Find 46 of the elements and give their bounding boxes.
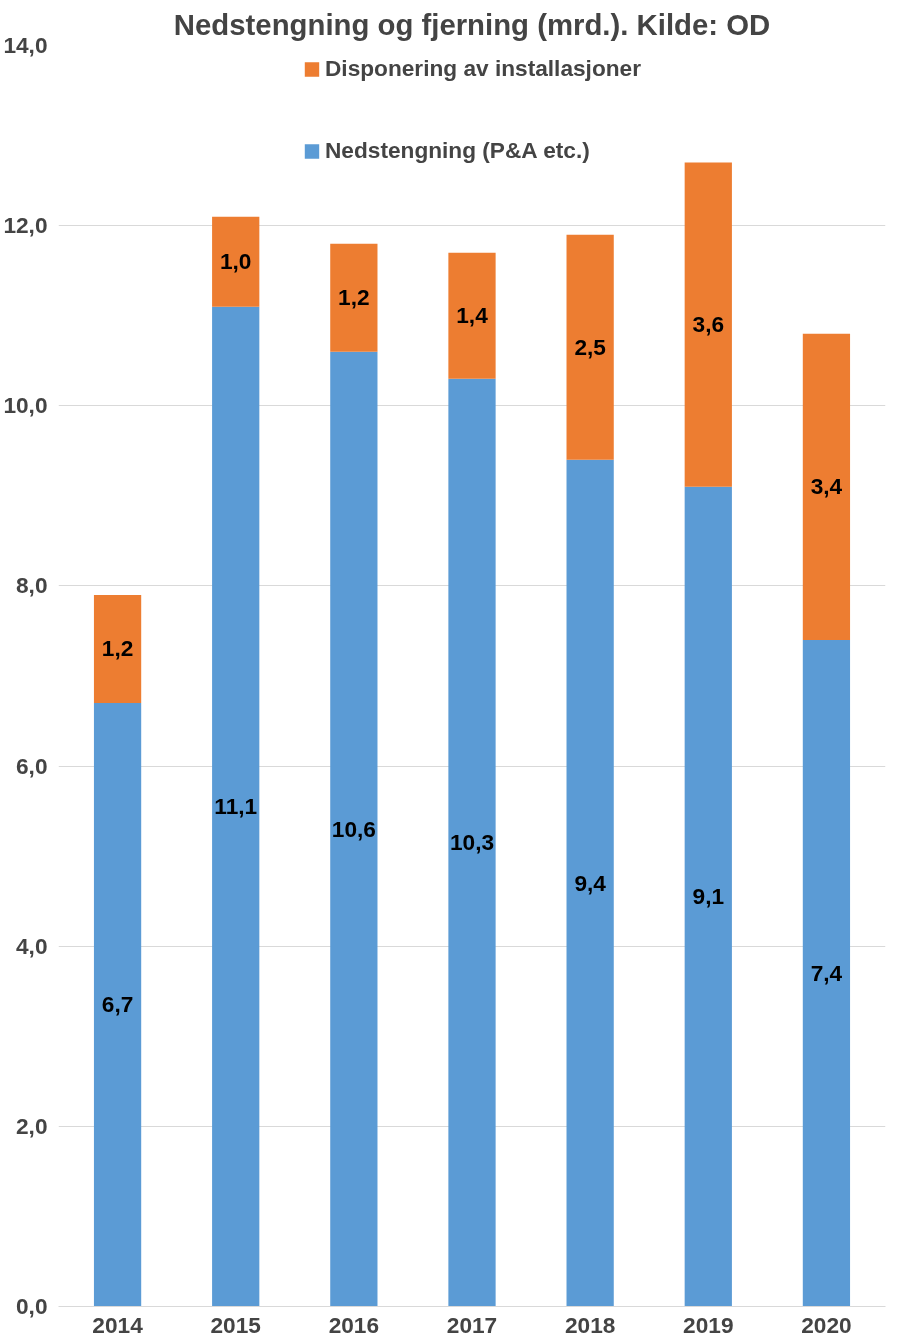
legend-label: Nedstengning (P&A etc.) [324, 137, 590, 164]
y-tick-label: 12,0 [3, 212, 48, 239]
bar [684, 486, 732, 1307]
data-label: 6,7 [101, 991, 134, 1018]
data-label: 2,5 [574, 333, 606, 360]
y-tick-label: 8,0 [16, 572, 48, 599]
bar [330, 351, 378, 1307]
bar [566, 459, 614, 1307]
y-tick-label: 10,0 [3, 392, 48, 419]
y-tick-label: 14,0 [3, 32, 48, 58]
data-label: 9,1 [692, 883, 725, 910]
legend-label: Disponering av installasjoner [324, 55, 642, 82]
y-tick-label: 4,0 [16, 932, 48, 959]
x-tick-label: 2017 [446, 1311, 498, 1338]
x-tick-label: 2019 [683, 1311, 734, 1338]
bar [802, 639, 851, 1307]
x-tick-label: 2014 [92, 1311, 144, 1338]
chart-title: Nedstengning og fjerning (mrd.). Kilde: OD [173, 7, 771, 41]
bar [684, 162, 732, 487]
bar [330, 243, 378, 352]
data-label: 3,6 [692, 311, 725, 338]
data-label: 11,1 [214, 793, 258, 820]
x-tick-label: 2015 [210, 1311, 261, 1338]
bar [448, 378, 496, 1307]
data-label: 10,6 [331, 815, 376, 842]
y-tick-label: 6,0 [16, 752, 48, 779]
data-label: 9,4 [574, 869, 607, 896]
x-tick-label: 2018 [564, 1311, 616, 1338]
bar [448, 252, 496, 379]
y-tick-label: 0,0 [16, 1293, 48, 1319]
bar [212, 306, 260, 1307]
bar [93, 703, 142, 1307]
data-label: 1,4 [456, 302, 489, 329]
data-label: 1,0 [219, 248, 252, 275]
data-label: 1,2 [338, 284, 370, 311]
bar [802, 333, 851, 640]
bar [93, 594, 142, 704]
data-label: 1,2 [101, 635, 134, 662]
bar [212, 216, 260, 307]
x-tick-label: 2016 [328, 1311, 380, 1338]
x-tick-label: 2020 [801, 1311, 852, 1338]
data-label: 10,3 [449, 829, 495, 856]
data-label: 3,4 [810, 473, 843, 500]
bar [566, 234, 614, 460]
data-label: 7,4 [810, 959, 843, 986]
y-tick-label: 2,0 [16, 1112, 48, 1139]
